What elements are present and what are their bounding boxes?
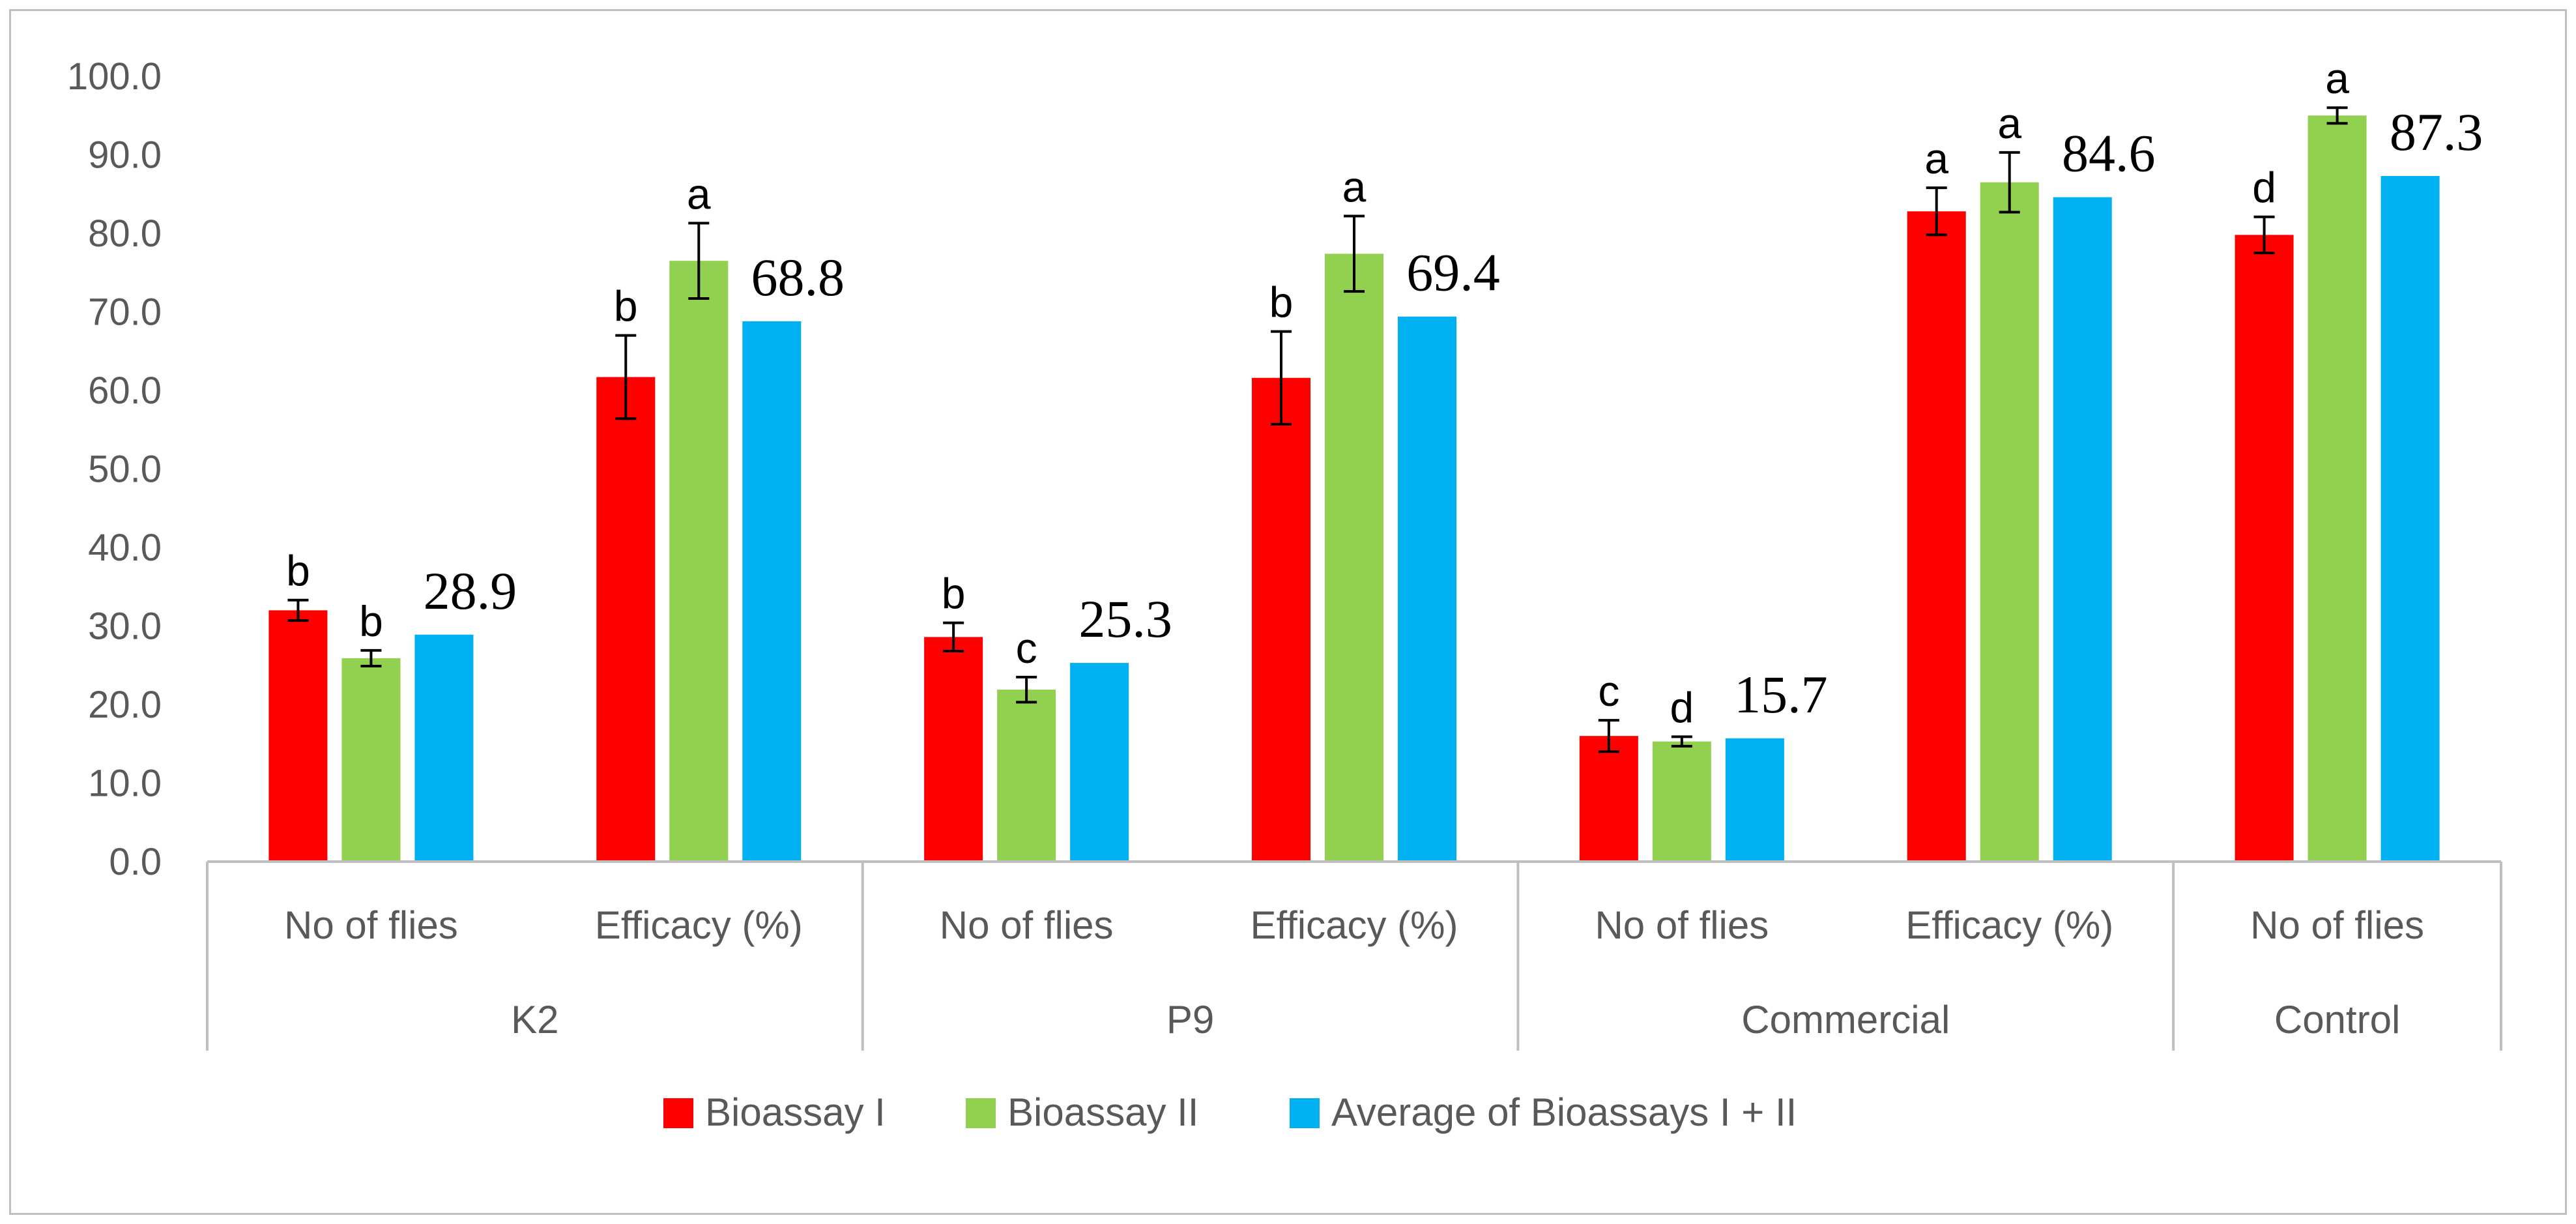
legend-label[interactable]: Average of Bioassays I + II bbox=[1331, 1090, 1797, 1134]
x-category-label: Efficacy (%) bbox=[595, 903, 803, 947]
x-category-label: No of flies bbox=[2250, 903, 2424, 947]
significance-letter: a bbox=[2325, 54, 2349, 102]
x-category-label: No of flies bbox=[940, 903, 1114, 947]
legend-swatch[interactable] bbox=[1290, 1098, 1320, 1128]
legend[interactable]: Bioassay I Bioassay II Average of Bioassay… bbox=[663, 1090, 1797, 1134]
x-group-label: P9 bbox=[1166, 998, 1214, 1042]
x-category-label: No of flies bbox=[1595, 903, 1769, 947]
significance-letter: a bbox=[1997, 99, 2021, 147]
y-tick-label: 90.0 bbox=[88, 134, 162, 177]
bar bbox=[1652, 741, 1711, 862]
y-axis-ticks: 0.0 10.0 20.0 30.0 40.0 50.0 60.0 70.0 80.0 90.0 1… bbox=[67, 55, 162, 883]
legend-swatch[interactable] bbox=[663, 1098, 693, 1128]
significance-letter: c bbox=[1016, 624, 1037, 672]
y-tick-label: 0.0 bbox=[109, 841, 162, 883]
y-tick-label: 10.0 bbox=[88, 763, 162, 805]
bar bbox=[669, 261, 729, 862]
average-data-label: 25.3 bbox=[1078, 589, 1172, 648]
significance-letter: b bbox=[359, 597, 383, 645]
average-data-label: 84.6 bbox=[2062, 124, 2156, 183]
bar bbox=[1398, 316, 1456, 862]
error-bars bbox=[287, 106, 2348, 753]
y-tick-label: 80.0 bbox=[88, 212, 162, 255]
average-data-label: 15.7 bbox=[1734, 665, 1828, 724]
x-group-label: Commercial bbox=[1741, 998, 1950, 1042]
bar bbox=[341, 658, 401, 862]
significance-letter: a bbox=[1342, 162, 1367, 211]
y-tick-label: 20.0 bbox=[88, 684, 162, 726]
bar bbox=[1980, 182, 2039, 862]
x-group-label: Control bbox=[2274, 998, 2400, 1042]
average-data-label: 87.3 bbox=[2390, 102, 2483, 162]
significance-letter: d bbox=[1670, 683, 1694, 731]
significance-letter: b bbox=[286, 547, 310, 595]
bar bbox=[2053, 197, 2112, 862]
bar bbox=[924, 637, 983, 862]
legend-label[interactable]: Bioassay I bbox=[705, 1090, 886, 1134]
y-tick-label: 100.0 bbox=[67, 55, 162, 98]
bar bbox=[414, 634, 474, 862]
significance-letter: a bbox=[1924, 134, 1948, 182]
significance-letter: c bbox=[1598, 667, 1619, 715]
y-tick-label: 50.0 bbox=[88, 448, 162, 491]
bar bbox=[1070, 663, 1129, 862]
bar bbox=[596, 377, 656, 862]
significance-letter: a bbox=[687, 169, 711, 218]
bar bbox=[997, 690, 1056, 862]
data-labels: b b b b c a d b a c a d a a 28.9 68.8 25.3 69.4 15.7 84.6 87… bbox=[286, 54, 2483, 731]
x-category-label: Efficacy (%) bbox=[1905, 903, 2113, 947]
significance-letter: d bbox=[2252, 164, 2276, 212]
bar bbox=[1325, 254, 1383, 862]
bar bbox=[2381, 176, 2440, 862]
significance-letter: b bbox=[942, 570, 966, 618]
bar bbox=[1907, 211, 1966, 862]
legend-label[interactable]: Bioassay II bbox=[1007, 1090, 1198, 1134]
y-tick-label: 70.0 bbox=[88, 291, 162, 334]
y-tick-label: 60.0 bbox=[88, 370, 162, 412]
bars bbox=[268, 115, 2440, 862]
significance-letter: b bbox=[1269, 278, 1294, 327]
x-axis: No of flies Efficacy (%) No of flies Effica… bbox=[206, 860, 2502, 1051]
bar bbox=[2235, 235, 2294, 862]
significance-letter: b bbox=[614, 282, 638, 330]
average-data-label: 68.8 bbox=[751, 248, 845, 307]
x-category-label: No of flies bbox=[284, 903, 458, 947]
bar bbox=[268, 610, 328, 862]
bar bbox=[742, 321, 802, 862]
y-tick-label: 30.0 bbox=[88, 605, 162, 648]
x-category-label: Efficacy (%) bbox=[1251, 903, 1458, 947]
bar bbox=[2308, 115, 2367, 862]
average-data-label: 69.4 bbox=[1406, 243, 1500, 302]
x-group-label: K2 bbox=[511, 998, 558, 1042]
y-tick-label: 40.0 bbox=[88, 527, 162, 569]
bar bbox=[1579, 736, 1638, 862]
bar bbox=[1725, 738, 1784, 862]
bar bbox=[1252, 377, 1310, 862]
legend-swatch[interactable] bbox=[966, 1098, 996, 1128]
average-data-label: 28.9 bbox=[424, 561, 517, 620]
